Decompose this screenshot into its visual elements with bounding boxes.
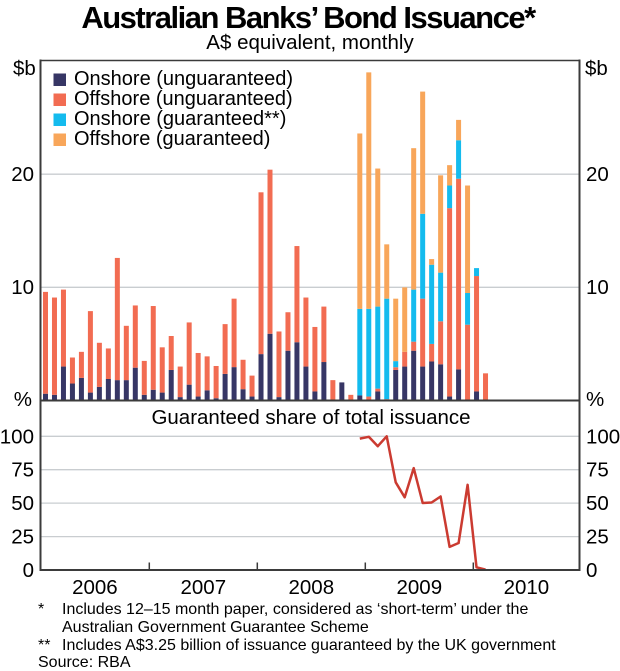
svg-text:2009: 2009 (396, 576, 442, 599)
svg-text:50: 50 (11, 492, 34, 515)
svg-text:10: 10 (11, 276, 34, 299)
svg-text:Includes A$3.25 billion of iss: Includes A$3.25 billion of issuance guar… (62, 637, 556, 654)
svg-text:Australian Government Guarante: Australian Government Guarantee Scheme (62, 619, 369, 636)
svg-text:75: 75 (586, 459, 609, 482)
svg-text:0: 0 (23, 559, 34, 582)
svg-text:100: 100 (0, 425, 34, 448)
svg-text:Includes 12–15 month paper, co: Includes 12–15 month paper, considered a… (62, 601, 528, 618)
svg-text:Onshore (unguaranteed): Onshore (unguaranteed) (74, 68, 293, 90)
svg-text:Guaranteed share of total issu: Guaranteed share of total issuance (151, 406, 470, 429)
svg-text:50: 50 (586, 492, 609, 515)
svg-text:Offshore (guaranteed): Offshore (guaranteed) (74, 128, 270, 150)
svg-text:20: 20 (586, 163, 609, 186)
svg-text:Source: RBA: Source: RBA (38, 654, 131, 671)
svg-text:A$ equivalent, monthly: A$ equivalent, monthly (206, 31, 414, 54)
svg-text:10: 10 (586, 276, 609, 299)
svg-text:$b: $b (13, 57, 36, 80)
svg-text:20: 20 (11, 163, 34, 186)
svg-text:Australian Banks’ Bond Issuanc: Australian Banks’ Bond Issuance* (81, 0, 537, 35)
svg-text:25: 25 (11, 526, 34, 549)
svg-text:*: * (38, 601, 44, 618)
svg-text:2010: 2010 (504, 576, 550, 599)
svg-text:75: 75 (11, 459, 34, 482)
svg-text:$b: $b (585, 57, 608, 80)
svg-text:100: 100 (586, 425, 620, 448)
svg-text:2007: 2007 (180, 576, 226, 599)
svg-text:0: 0 (586, 559, 597, 582)
svg-text:2008: 2008 (288, 576, 334, 599)
svg-text:2006: 2006 (72, 576, 118, 599)
svg-text:%: % (586, 388, 604, 411)
svg-text:Offshore (unguaranteed): Offshore (unguaranteed) (74, 88, 293, 110)
svg-text:Onshore (guaranteed**): Onshore (guaranteed**) (74, 108, 286, 130)
svg-text:**: ** (38, 637, 50, 654)
svg-text:25: 25 (586, 526, 609, 549)
svg-text:%: % (14, 388, 32, 411)
